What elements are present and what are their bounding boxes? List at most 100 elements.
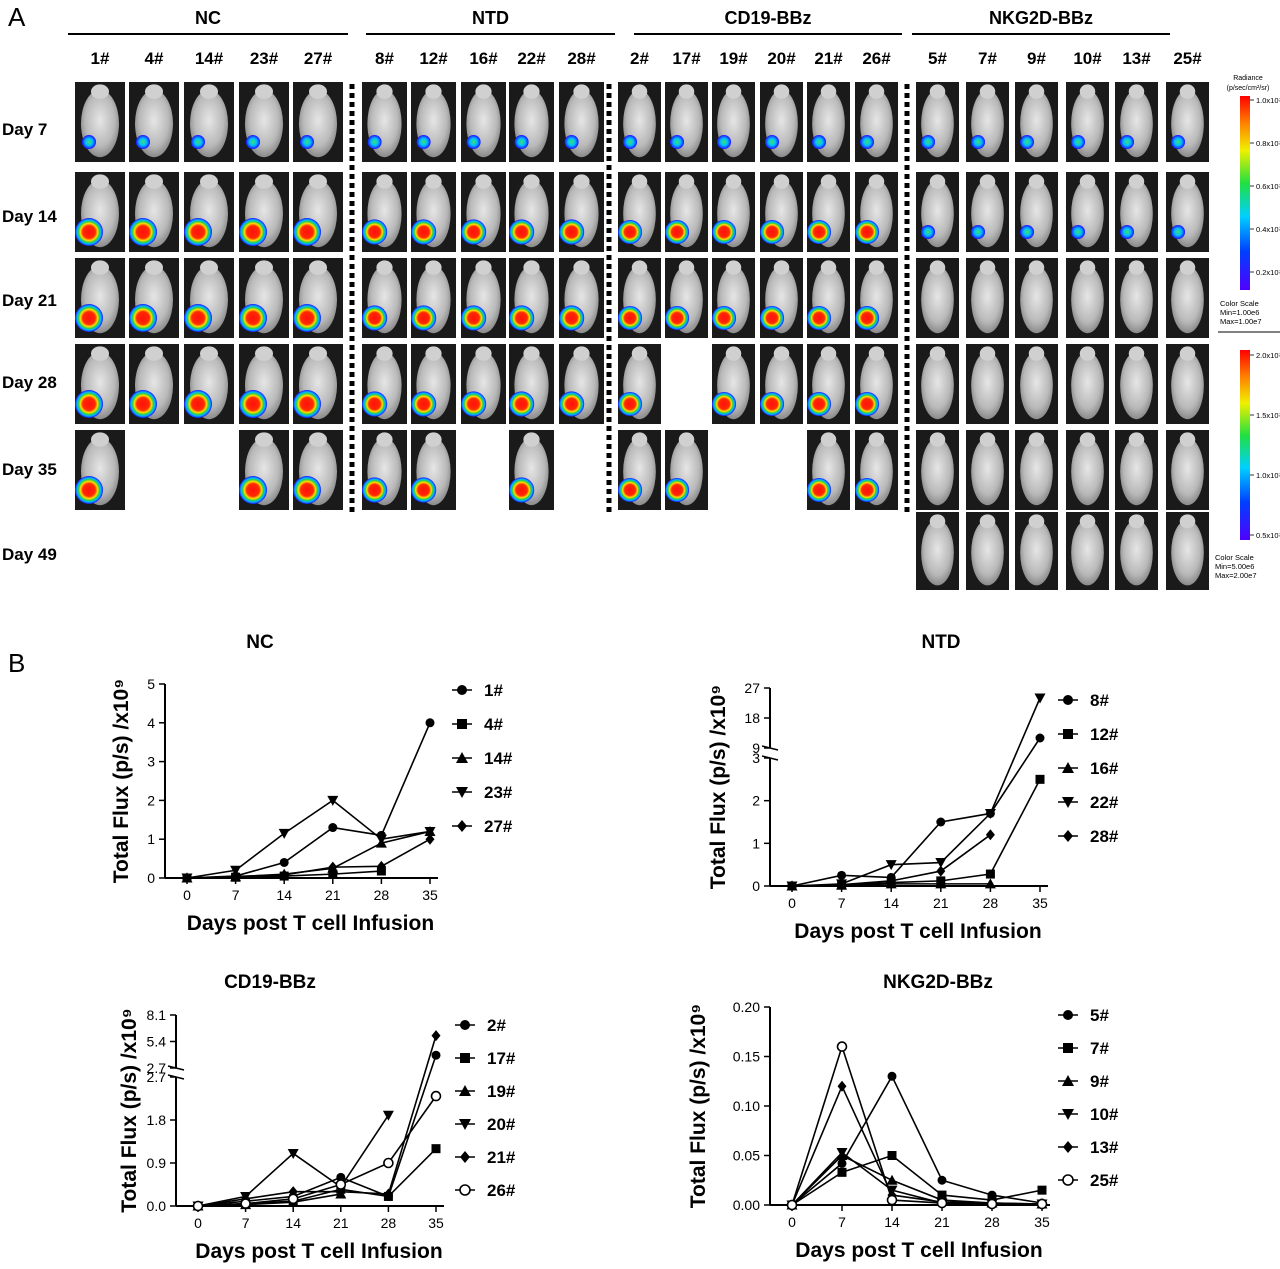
tumor-signal: [623, 135, 638, 149]
mouse-head: [979, 432, 996, 447]
mouse-image: [665, 172, 708, 252]
mouse-image: [508, 430, 554, 510]
x-tick-label: 21: [933, 895, 949, 911]
mouse-head: [309, 432, 327, 447]
mouse-body: [921, 519, 954, 586]
mouse-body: [1171, 438, 1204, 506]
mouse-head: [255, 432, 273, 447]
mouse-head: [376, 84, 393, 99]
mouse-body: [1071, 519, 1104, 586]
mouse-body: [1120, 519, 1153, 586]
mouse-head: [1179, 260, 1196, 275]
mouse-image: [807, 430, 850, 510]
day-label: Day 28: [2, 373, 57, 392]
mouse-image: [293, 82, 343, 162]
mouse-head: [1179, 514, 1196, 529]
group-label: NKG2D-BBz: [989, 8, 1093, 28]
data-point: [887, 1151, 897, 1160]
legend-label: 7#: [1090, 1039, 1109, 1058]
mouse-image: [916, 344, 959, 424]
day-label: Day 49: [2, 545, 57, 564]
y-axis-label: Total Flux (p/s) /x10⁹: [118, 1008, 141, 1212]
mouse-head: [725, 84, 742, 99]
mouse-id-label: 17#: [672, 49, 701, 68]
tumor-signal: [855, 305, 880, 331]
tumor-signal: [1120, 135, 1135, 149]
chart: NKG2D-BBz 0 7 14 21 28 35 Days post T cell Infu…: [687, 972, 1119, 1262]
tumor-signal: [129, 390, 157, 418]
mouse-body: [921, 438, 954, 506]
mouse-body: [971, 438, 1004, 506]
mouse-image: [411, 430, 456, 510]
tumor-signal: [508, 305, 535, 331]
tumor-signal: [855, 219, 880, 245]
mouse-image: [1166, 172, 1209, 252]
mouse-image: [966, 172, 1009, 252]
tumor-signal: [855, 391, 880, 417]
tumor-signal: [362, 305, 388, 331]
tumor-signal: [760, 219, 785, 245]
mouse-head: [573, 84, 590, 99]
mouse-head: [773, 260, 790, 275]
data-point: [1037, 1185, 1047, 1195]
tumor-signal: [75, 218, 103, 246]
mouse-head: [1079, 432, 1096, 447]
mouse-head: [523, 84, 540, 99]
mouse-image: [508, 344, 554, 424]
mouse-image: [129, 82, 179, 162]
y-tick-label: 5.4: [147, 1034, 167, 1050]
mouse-id-label: 26#: [862, 49, 891, 68]
y-tick-label: 2.7: [147, 1060, 167, 1076]
mouse-head: [1079, 514, 1096, 529]
mouse-image: [618, 258, 661, 338]
mouse-head: [868, 432, 885, 447]
legend-label: 16#: [1090, 759, 1119, 778]
tumor-signal: [712, 391, 737, 417]
x-tick-label: 28: [374, 887, 390, 903]
data-point: [459, 1184, 471, 1196]
tumor-signal: [1020, 135, 1035, 149]
legend-label: 9#: [1090, 1072, 1109, 1091]
mouse-body: [1020, 266, 1053, 334]
mouse-image: [559, 172, 604, 252]
y-tick-label: 1.8: [147, 1112, 167, 1128]
y-tick-label: 0.05: [733, 1148, 760, 1164]
series-line: [791, 1084, 1043, 1206]
mouse-image: [966, 344, 1009, 424]
mouse-image: [1166, 430, 1209, 510]
mouse-image: [184, 258, 234, 338]
mouse-image: [966, 512, 1009, 590]
mouse-head: [425, 84, 442, 99]
mouse-head: [523, 346, 540, 361]
data-point: [837, 1167, 847, 1177]
tumor-signal: [812, 135, 827, 149]
tumor-signal: [362, 219, 388, 245]
day-label: Day 14: [2, 207, 57, 226]
mouse-image: [129, 172, 179, 252]
data-point: [335, 1179, 347, 1190]
mouse-head: [929, 346, 946, 361]
tumor-signal: [239, 304, 267, 332]
mouse-head: [979, 84, 996, 99]
tumor-signal: [618, 477, 643, 503]
tumor-signal: [665, 305, 690, 331]
data-point: [287, 1193, 299, 1205]
mouse-image: [293, 258, 343, 338]
data-point: [278, 828, 290, 839]
tumor-signal: [1071, 135, 1086, 149]
tumor-signal: [1171, 225, 1186, 239]
data-point: [985, 829, 995, 841]
mouse-image: [239, 82, 289, 162]
y-tick-label: 3: [147, 754, 155, 770]
legend-label: 1#: [484, 681, 503, 700]
data-point: [985, 869, 995, 879]
mouse-id-label: 2#: [630, 49, 649, 68]
mouse-body: [1071, 266, 1104, 334]
y-tick-label: 1: [752, 835, 760, 851]
tumor-signal: [712, 219, 737, 245]
data-point: [1035, 774, 1045, 784]
tumor-signal: [860, 135, 875, 149]
mouse-head: [820, 174, 837, 189]
mouse-image: [760, 172, 803, 252]
tumor-signal: [461, 391, 487, 417]
